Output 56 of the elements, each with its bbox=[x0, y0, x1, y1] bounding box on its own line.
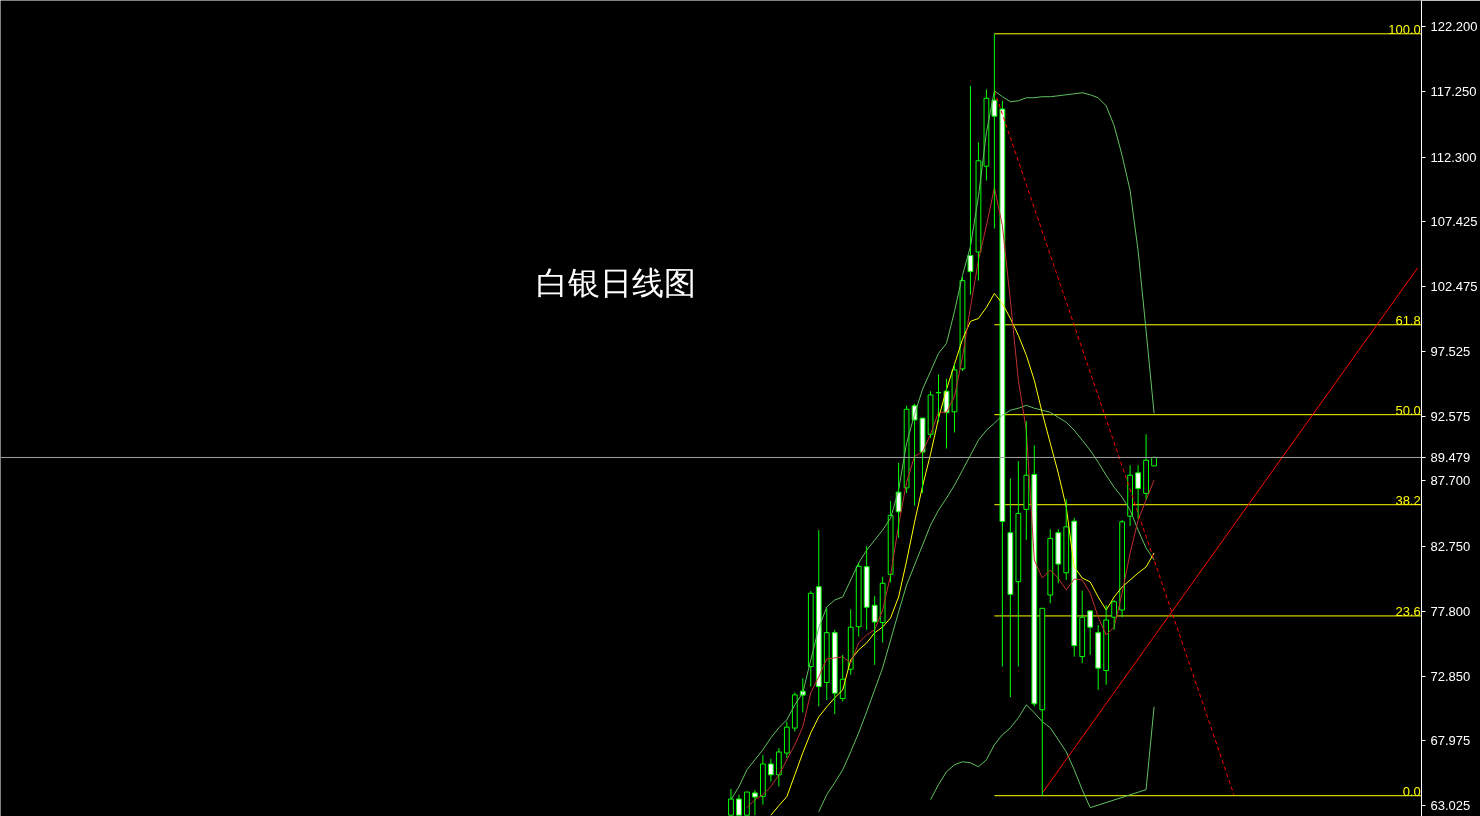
candlestick bbox=[1071, 517, 1078, 658]
candlestick bbox=[1023, 420, 1030, 541]
line-series bbox=[746, 187, 1155, 809]
candlestick bbox=[1143, 433, 1149, 500]
candlestick bbox=[1015, 460, 1022, 668]
candlestick bbox=[736, 794, 742, 816]
candlestick bbox=[871, 595, 878, 666]
candlestick bbox=[775, 747, 782, 787]
candlestick bbox=[1063, 498, 1070, 581]
y-tick-label: 102.475 bbox=[1430, 278, 1478, 294]
y-tick-label: 77.800 bbox=[1430, 603, 1471, 619]
candlestick bbox=[999, 100, 1006, 668]
candlestick bbox=[1047, 528, 1054, 604]
candlestick bbox=[1111, 599, 1118, 631]
y-tick-label: 89.479 bbox=[1430, 449, 1471, 465]
candlestick bbox=[1095, 624, 1102, 691]
candlestick bbox=[752, 789, 758, 816]
candlestick bbox=[1039, 607, 1046, 797]
annotation: 100.0 bbox=[1388, 21, 1421, 37]
candlestick bbox=[783, 720, 790, 759]
line-series bbox=[818, 404, 1155, 813]
y-tick-label: 122.200 bbox=[1430, 19, 1478, 35]
candlestick bbox=[1055, 528, 1062, 584]
candlestick bbox=[767, 758, 774, 782]
annotation: 23.6 bbox=[1395, 603, 1421, 619]
candlestick bbox=[815, 529, 822, 707]
candlestick bbox=[1007, 478, 1014, 698]
y-tick-label: 117.250 bbox=[1430, 84, 1477, 100]
candlestick bbox=[807, 590, 814, 688]
y-tick-label: 72.850 bbox=[1430, 668, 1471, 684]
line-series bbox=[930, 704, 1155, 809]
candlestick bbox=[991, 33, 998, 230]
annotation: 38.2 bbox=[1395, 492, 1421, 508]
y-tick-label: 97.525 bbox=[1430, 344, 1471, 360]
candlestick bbox=[967, 85, 974, 296]
candlestick bbox=[863, 545, 870, 631]
annotation: 50.0 bbox=[1395, 402, 1421, 418]
candlestick bbox=[823, 607, 830, 701]
candlestick bbox=[760, 754, 766, 806]
candlestick bbox=[1135, 464, 1141, 519]
candlestick bbox=[1103, 604, 1110, 686]
y-tick-label: 67.975 bbox=[1430, 732, 1471, 748]
y-tick-label: 107.425 bbox=[1430, 213, 1478, 229]
candlestick bbox=[887, 500, 894, 583]
y-tick-label: 63.025 bbox=[1430, 798, 1471, 814]
y-tick-label: 112.300 bbox=[1430, 149, 1477, 165]
candlestick bbox=[1119, 519, 1126, 618]
candlestick bbox=[831, 629, 838, 715]
candlestick bbox=[1087, 610, 1094, 656]
y-tick-label: 82.750 bbox=[1430, 538, 1471, 554]
candlestick bbox=[791, 692, 798, 732]
y-tick-label: 87.700 bbox=[1430, 473, 1471, 489]
annotation: 61.8 bbox=[1395, 312, 1421, 328]
text: 白银日线图 bbox=[535, 263, 696, 302]
annotation: 0.0 bbox=[1402, 783, 1421, 799]
y-tick-label: 92.575 bbox=[1430, 409, 1471, 425]
